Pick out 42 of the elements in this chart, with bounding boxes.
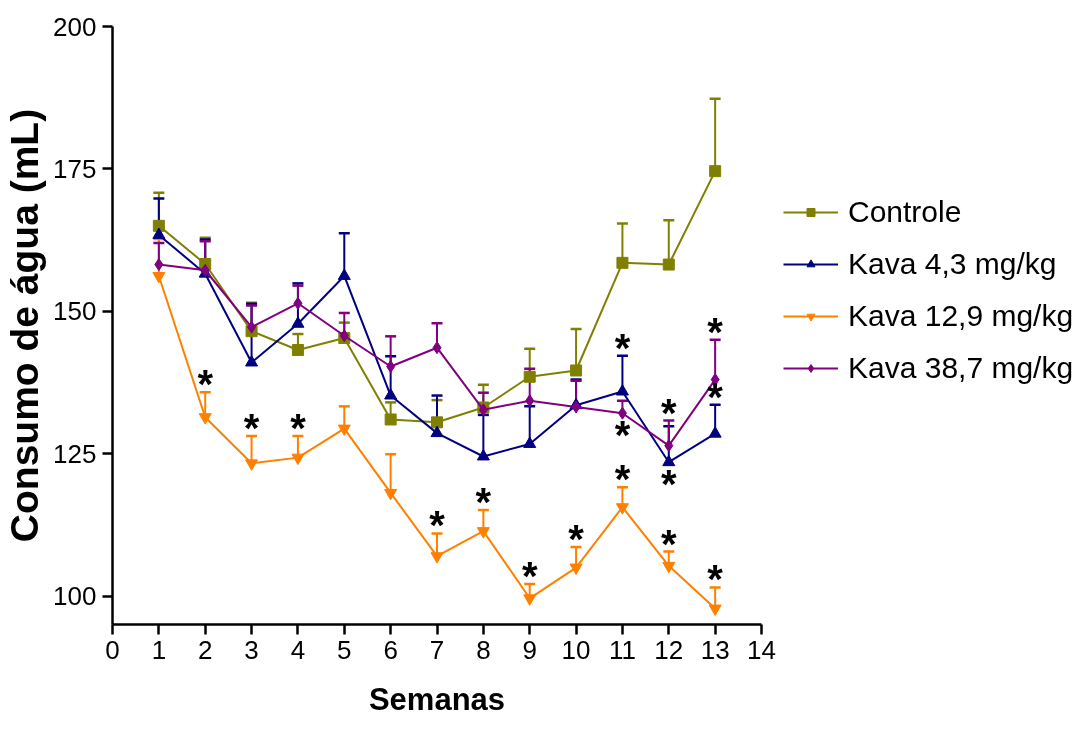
x-tick-label: 11	[608, 634, 636, 665]
x-tick-label: 13	[700, 634, 730, 665]
annotation: *	[614, 413, 631, 458]
x-tick-label: 3	[244, 634, 259, 665]
legend-label: Kava 38,7 mg/kg	[848, 351, 1074, 385]
annotation: *	[661, 462, 677, 507]
annotation: *	[661, 521, 677, 566]
annotation: *	[243, 405, 260, 450]
y-tick-label: 150	[53, 296, 97, 327]
x-axis-title: Semanas	[368, 681, 506, 717]
annotation: *	[521, 554, 538, 599]
legend-label: Controle	[848, 195, 962, 229]
annotation: *	[707, 557, 724, 602]
y-tick-label: 125	[53, 438, 97, 469]
annotation: *	[614, 457, 631, 502]
annotation: *	[661, 390, 677, 435]
y-tick-label: 175	[53, 153, 97, 184]
annotation: *	[290, 405, 307, 450]
annotation: *	[429, 503, 446, 548]
annotation: *	[197, 362, 214, 407]
annotation: *	[614, 325, 631, 370]
y-tick-label: 100	[53, 581, 97, 612]
x-tick-label: 8	[476, 634, 491, 665]
x-tick-label: 0	[105, 634, 120, 665]
x-tick-label: 9	[522, 634, 537, 665]
annotation: *	[707, 374, 724, 419]
annotation: *	[568, 517, 585, 562]
x-tick-label: 6	[383, 634, 398, 665]
x-tick-label: 5	[337, 634, 352, 665]
legend-label: Kava 12,9 mg/kg	[848, 299, 1074, 333]
y-tick-label: 200	[53, 11, 97, 42]
x-tick-label: 2	[197, 634, 213, 665]
annotation: *	[707, 309, 724, 354]
x-tick-label: 4	[290, 634, 306, 665]
annotation: *	[475, 480, 492, 525]
x-tick-label: 1	[151, 634, 167, 665]
x-tick-label: 7	[429, 634, 445, 665]
x-tick-label: 14	[747, 634, 776, 665]
x-tick-label: 10	[561, 634, 591, 665]
y-axis-title: Consumo de água (mL)	[3, 108, 47, 543]
legend-label: Kava 4,3 mg/kg	[848, 247, 1057, 281]
x-tick-label: 12	[654, 634, 684, 665]
